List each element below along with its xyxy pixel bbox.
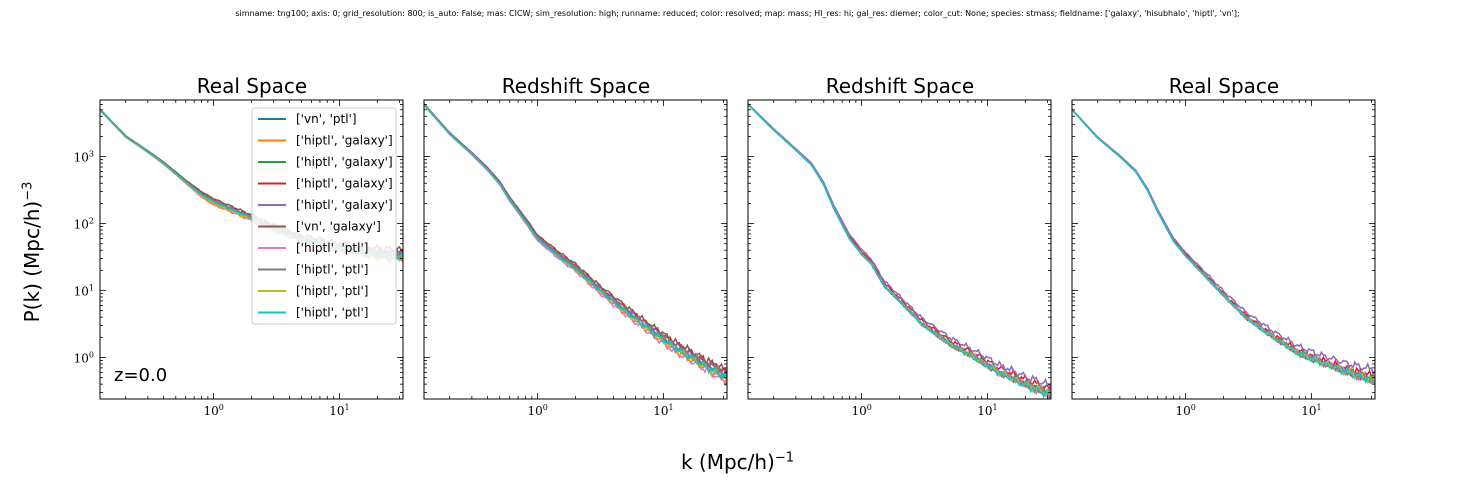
series-line-10: [424, 104, 727, 381]
series-line-9: [1072, 109, 1375, 385]
x-tick-label: 100: [203, 403, 223, 418]
panel-1-title: Real Space: [196, 74, 308, 98]
series-line-9: [424, 104, 727, 381]
series-line-5: [748, 103, 1051, 391]
y-tick-label: 100: [74, 350, 94, 365]
x-axis-label: k (Mpc/h)−1: [680, 450, 795, 474]
legend-label: ['vn', 'ptl']: [296, 112, 357, 126]
legend-label: ['hiptl', 'ptl']: [296, 306, 368, 320]
x-tick-label: 101: [329, 403, 349, 418]
legend: ['vn', 'ptl'] ['hiptl', 'galaxy'] ['hiptl'…: [251, 107, 397, 325]
panel-3-title: Redshift Space: [825, 74, 975, 98]
figure-suptitle: simname: tng100; axis: 0; grid_resolutio…: [235, 9, 1240, 18]
panel-4-frame: [1071, 99, 1376, 400]
series-line-5: [1072, 108, 1375, 376]
series-line-2: [1072, 109, 1375, 384]
x-tick-label: 101: [1301, 403, 1321, 418]
panel-2-lines: [424, 103, 727, 387]
legend-label: ['hiptl', 'galaxy']: [296, 155, 393, 169]
x-tick-label: 101: [977, 403, 997, 418]
series-line-7: [1072, 109, 1375, 384]
panel-4-title: Real Space: [1168, 74, 1280, 98]
panel-2-title: Redshift Space: [501, 74, 651, 98]
x-tick-label: 100: [851, 403, 871, 418]
legend-label: ['vn', 'galaxy']: [296, 220, 381, 234]
series-line-3: [1072, 109, 1375, 382]
legend-label: ['hiptl', 'ptl']: [296, 284, 368, 298]
series-line-5: [424, 103, 727, 374]
series-line-7: [424, 104, 727, 387]
y-tick-label: 103: [74, 150, 94, 165]
series-line-8: [1072, 109, 1375, 385]
series-line-2: [424, 104, 727, 385]
x-tick-label: 100: [1175, 403, 1195, 418]
series-line-1: [424, 104, 727, 380]
x-tick-label: 101: [653, 403, 673, 418]
x-tick-label: 100: [527, 403, 547, 418]
series-line-3: [424, 104, 727, 381]
series-line-4: [1072, 108, 1375, 382]
redshift-annotation: z=0.0: [114, 365, 167, 386]
series-line-10: [1072, 109, 1375, 386]
series-line-10: [748, 104, 1051, 399]
series-line-8: [424, 104, 727, 378]
panel-3-lines: [748, 103, 1051, 399]
legend-label: ['hiptl', 'ptl']: [296, 263, 368, 277]
y-tick-label: 101: [74, 284, 94, 299]
series-line-1: [1072, 109, 1375, 385]
y-axis-label: P(k) (Mpc/h)−3: [20, 181, 44, 323]
series-line-6: [424, 103, 727, 376]
legend-box: [251, 107, 397, 325]
y-tick-label: 102: [74, 217, 94, 232]
panel-2-frame: [423, 99, 728, 400]
legend-label: ['hiptl', 'galaxy']: [296, 134, 393, 148]
panel-3-frame: [747, 99, 1052, 400]
series-line-4: [424, 103, 727, 375]
series-line-6: [1072, 109, 1375, 384]
legend-label: ['hiptl', 'galaxy']: [296, 177, 393, 191]
legend-label: ['hiptl', 'ptl']: [296, 241, 368, 255]
legend-label: ['hiptl', 'galaxy']: [296, 198, 393, 212]
panel-4-lines: [1072, 108, 1375, 386]
